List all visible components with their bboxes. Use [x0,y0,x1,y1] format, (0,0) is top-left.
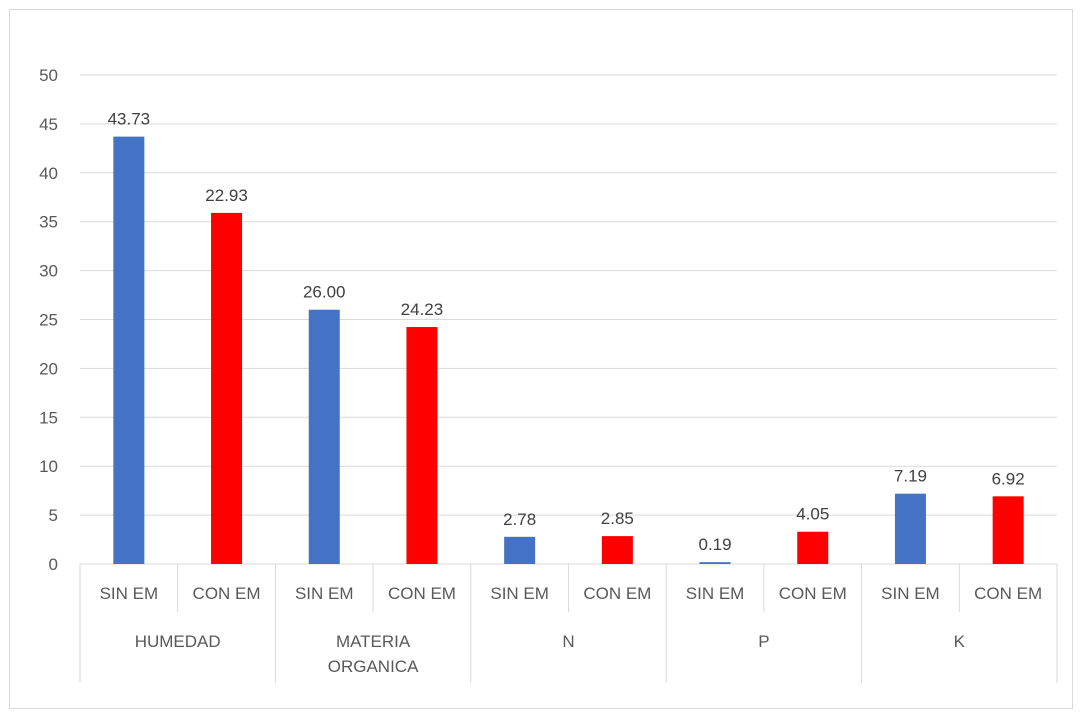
x-tick-label: SIN EM [881,584,940,603]
bar [699,562,731,564]
data-label: 24.23 [401,300,444,319]
y-tick-label: 5 [49,506,58,525]
bar [894,493,926,564]
x-tick-label: SIN EM [490,584,549,603]
y-tick-label: 10 [39,457,58,476]
data-label: 43.73 [108,110,151,129]
y-tick-label: 40 [39,164,58,183]
data-label: 22.93 [205,186,248,205]
y-tick-label: 0 [49,555,58,574]
group-label-line: P [758,632,769,651]
bar [797,531,829,564]
data-label: 6.92 [992,469,1025,488]
data-label: 26.00 [303,283,346,302]
data-label: 4.05 [796,505,829,524]
x-tick-label: SIN EM [295,584,354,603]
bar [308,309,340,564]
group-label: HUMEDAD [135,632,221,651]
group-label: K [954,632,966,651]
y-tick-label: 25 [39,311,58,330]
y-tick-label: 30 [39,262,58,281]
y-tick-label: 20 [39,359,58,378]
x-tick-label: SIN EM [100,584,159,603]
group-label: N [562,632,574,651]
bar [504,536,536,564]
bar [211,212,243,564]
group-label-line: N [562,632,574,651]
y-tick-label: 45 [39,115,58,134]
x-tick-label: CON EM [779,584,847,603]
y-tick-label: 15 [39,408,58,427]
bar [992,496,1024,564]
group-label-line: K [954,632,966,651]
group-label-line: HUMEDAD [135,632,221,651]
x-tick-label: SIN EM [686,584,745,603]
x-tick-label: CON EM [388,584,456,603]
data-label: 7.19 [894,467,927,486]
group-label: MATERIA ORGANICA [328,632,419,676]
bar [601,536,633,564]
y-tick-label: 50 [39,66,58,85]
x-tick-label: CON EM [193,584,261,603]
bar [113,136,145,564]
group-label-line: ORGANICA [328,657,419,676]
data-label: 2.85 [601,509,634,528]
bar [406,327,438,564]
y-tick-label: 35 [39,213,58,232]
chart-frame [9,9,1073,709]
group-label: P [758,632,769,651]
x-tick-label: CON EM [974,584,1042,603]
data-label: 2.78 [503,510,536,529]
x-tick-label: CON EM [583,584,651,603]
data-label: 0.19 [699,535,732,554]
group-label-line: MATERIA [336,632,411,651]
